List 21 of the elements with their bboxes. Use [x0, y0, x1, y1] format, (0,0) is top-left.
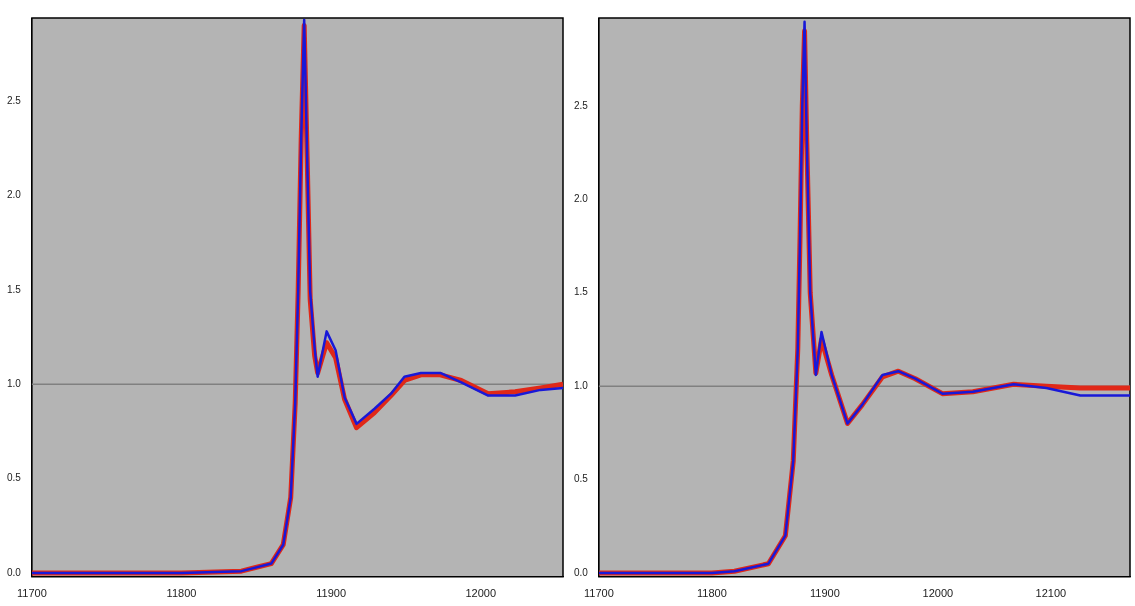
x-tick-label: 11800: [697, 587, 727, 600]
x-tick-label: 11900: [810, 587, 840, 600]
y-tick-label: 2.0: [574, 193, 589, 205]
y-tick-label: 0.0: [574, 566, 589, 578]
y-tick-label: 1.0: [7, 377, 22, 389]
x-tick-label: 11900: [316, 587, 346, 600]
y-tick-label: 0.0: [7, 566, 22, 578]
y-tick-label: 1.5: [574, 286, 589, 298]
x-tick-label: 12000: [465, 587, 497, 600]
y-tick-label: 1.5: [7, 283, 22, 295]
y-tick-label: 2.0: [7, 189, 22, 201]
y-tick-label: 0.5: [7, 472, 22, 484]
x-tick-label: 11800: [166, 587, 197, 600]
y-tick-label: 0.5: [574, 473, 589, 485]
y-tick-label: 2.5: [574, 99, 589, 111]
x-tick-label: 11700: [584, 587, 614, 600]
y-tick-label: 1.0: [574, 379, 589, 391]
x-tick-label: 12100: [1035, 587, 1067, 600]
x-tick-label: 12000: [922, 587, 954, 600]
y-tick-label: 2.5: [7, 94, 22, 106]
x-tick-label: 11700: [17, 587, 47, 600]
